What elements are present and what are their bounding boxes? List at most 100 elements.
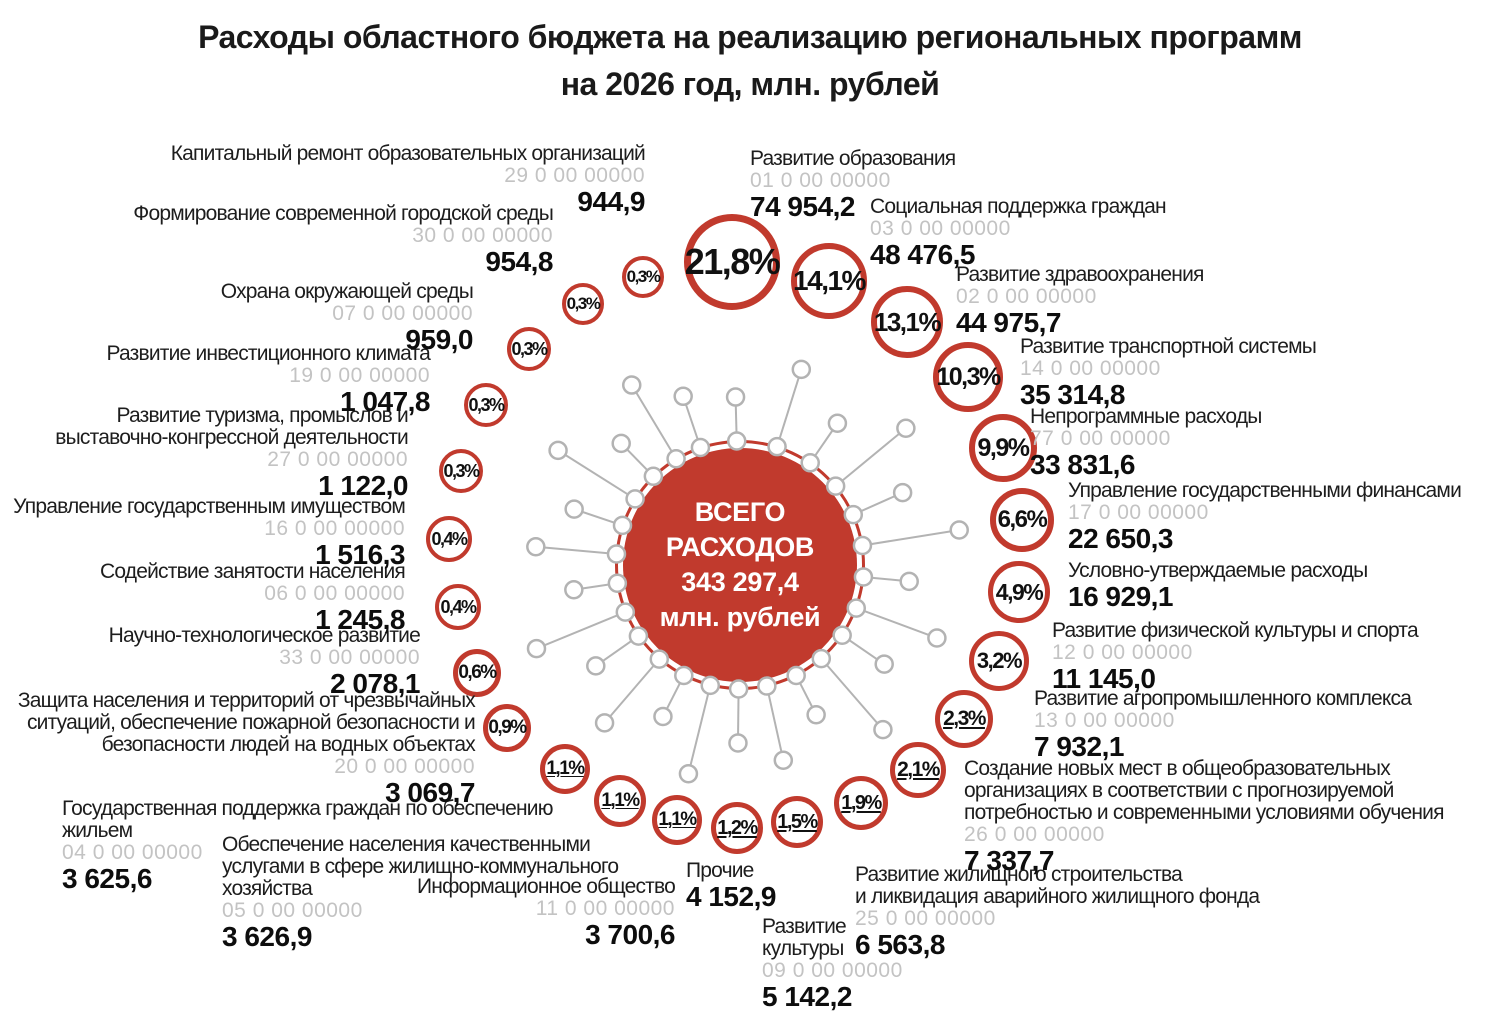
program-name: Развитие культуры <box>762 915 847 960</box>
spoke-line <box>630 384 677 460</box>
program-label: Условно-утверждаемые расходы 16 929,1 <box>1068 560 1368 612</box>
spoke-line <box>682 395 702 448</box>
percent-bubble-label: 1,1% <box>601 790 640 811</box>
program-value: 5 142,2 <box>762 981 852 1012</box>
spoke-line <box>809 422 839 464</box>
spoke-line <box>687 685 712 774</box>
spoke-dot <box>526 638 547 659</box>
program-value: 3 626,9 <box>222 921 312 952</box>
spoke-dot <box>927 628 947 648</box>
percent-bubble-label: 13,1% <box>873 306 942 337</box>
spoke-line <box>736 688 740 743</box>
percent-bubble-label: 1,5% <box>777 810 818 833</box>
percent-bubble-label: 1,1% <box>546 758 585 779</box>
program-code: 26 0 00 00000 <box>964 823 1105 846</box>
program-label: Развитие культуры 09 0 00 00000 5 142,2 <box>762 916 903 1012</box>
percent-bubble: 9,9% <box>969 414 1037 482</box>
percent-bubble: 2,1% <box>890 742 946 798</box>
program-label: Развитие образования 01 0 00 00000 74 954,… <box>750 147 956 222</box>
spoke-line <box>855 607 938 639</box>
percent-bubble-label: 9,9% <box>977 433 1030 462</box>
spoke-dot <box>622 375 642 395</box>
percent-bubble: 4,9% <box>988 561 1050 623</box>
program-code: 17 0 00 00000 <box>1068 501 1209 524</box>
program-name: Управление государственными финансами <box>1068 479 1462 502</box>
percent-bubble: 13,1% <box>871 286 943 358</box>
percent-bubble-label: 4,9% <box>995 578 1044 605</box>
program-code: 07 0 00 00000 <box>332 302 473 325</box>
program-name: Развитие образования <box>750 147 956 170</box>
spoke-line <box>765 685 785 761</box>
spoke-line <box>862 529 960 547</box>
spoke-dot <box>594 713 615 733</box>
spoke-dot <box>773 750 794 771</box>
spoke-line <box>535 545 617 555</box>
program-label: Капитальный ремонт образовательных орган… <box>171 143 646 217</box>
program-value: 2 078,1 <box>330 668 420 699</box>
program-code: 03 0 00 00000 <box>870 217 1011 240</box>
spoke-line <box>573 508 623 527</box>
spoke-dot <box>827 413 848 433</box>
spoke-line <box>734 397 738 442</box>
percent-bubble-label: 0,3% <box>511 338 548 359</box>
percent-bubble-label: 2,3% <box>943 707 986 730</box>
spoke-dot <box>949 520 969 540</box>
program-code: 29 0 00 00000 <box>504 164 645 187</box>
percent-bubble: 1,9% <box>834 776 888 830</box>
program-code: 33 0 00 00000 <box>279 646 420 669</box>
total-circle-fill: ВСЕГО РАСХОДОВ 343 297,4 млн. рублей <box>623 448 857 682</box>
program-label: Государственная поддержка граждан по обе… <box>62 798 553 894</box>
program-code: 14 0 00 00000 <box>1020 357 1161 380</box>
program-value: 959,0 <box>405 324 473 355</box>
program-value: 74 954,2 <box>750 191 856 222</box>
program-code: 05 0 00 00000 <box>222 899 363 922</box>
program-name: Управление государственным имуществом <box>13 495 406 518</box>
program-value: 4 152,9 <box>686 881 776 912</box>
program-code: 01 0 00 00000 <box>750 169 891 192</box>
percent-bubble: 0,6% <box>453 649 501 697</box>
percent-bubble-label: 0,4% <box>431 528 468 549</box>
spoke-dot <box>673 386 693 407</box>
spoke-line <box>573 582 618 591</box>
spoke-dot <box>653 706 673 727</box>
spoke-line <box>536 611 626 650</box>
percent-bubble: 1,1% <box>652 795 702 845</box>
spoke-line <box>557 449 636 500</box>
percent-bubble: 0,3% <box>439 449 483 493</box>
program-name: Информационное общество <box>416 875 676 898</box>
percent-bubble: 6,6% <box>990 488 1054 552</box>
spoke-dot <box>896 418 916 438</box>
percent-bubble-label: 0,9% <box>488 717 527 738</box>
program-label: Научно-технологическое развитие 33 0 00 0… <box>109 625 421 699</box>
program-label: Формирование современной городской среды… <box>133 203 554 277</box>
program-value: 48 476,5 <box>870 239 975 270</box>
program-name: Развитие физической культуры и спорта <box>1052 619 1419 642</box>
program-name: Непрограммные расходы <box>1030 405 1262 428</box>
program-label: Содействие занятости населения 06 0 00 00… <box>100 561 406 635</box>
chart-title-line1: Расходы областного бюджета на реализацию… <box>198 19 1302 55</box>
spoke-dot <box>611 433 631 454</box>
percent-bubble: 10,3% <box>933 342 1003 412</box>
percent-bubble: 1,1% <box>594 775 646 827</box>
spoke-line <box>863 575 910 583</box>
percent-bubble-label: 0,4% <box>440 596 477 617</box>
program-label: Развитие инвестиционного климата 19 0 00 … <box>107 343 431 417</box>
program-label: Развитие туризма, промыслов и выставочно… <box>55 405 409 501</box>
program-name: Социальная поддержка граждан <box>870 195 1167 218</box>
total-label: ВСЕГО РАСХОДОВ <box>665 497 815 562</box>
program-value: 3 625,6 <box>62 863 152 894</box>
percent-bubble-label: 3,2% <box>976 648 1023 673</box>
spoke-line <box>662 675 685 717</box>
program-value: 1 047,8 <box>340 386 430 417</box>
program-label: Управление государственными финансами 17 … <box>1068 479 1462 554</box>
program-name: Развитие здравоохранения <box>956 263 1204 286</box>
program-name: Развитие агропромышленного комплекса <box>1034 687 1412 710</box>
program-code: 06 0 00 00000 <box>264 582 405 605</box>
program-name: Создание новых мест в общеобразовательны… <box>964 757 1444 824</box>
percent-bubble: 0,9% <box>483 704 531 752</box>
percent-bubble-label: 0,3% <box>443 460 480 481</box>
percent-bubble-label: 10,3% <box>936 362 1001 391</box>
percent-bubble: 0,3% <box>562 283 604 325</box>
spoke-line <box>852 491 904 516</box>
